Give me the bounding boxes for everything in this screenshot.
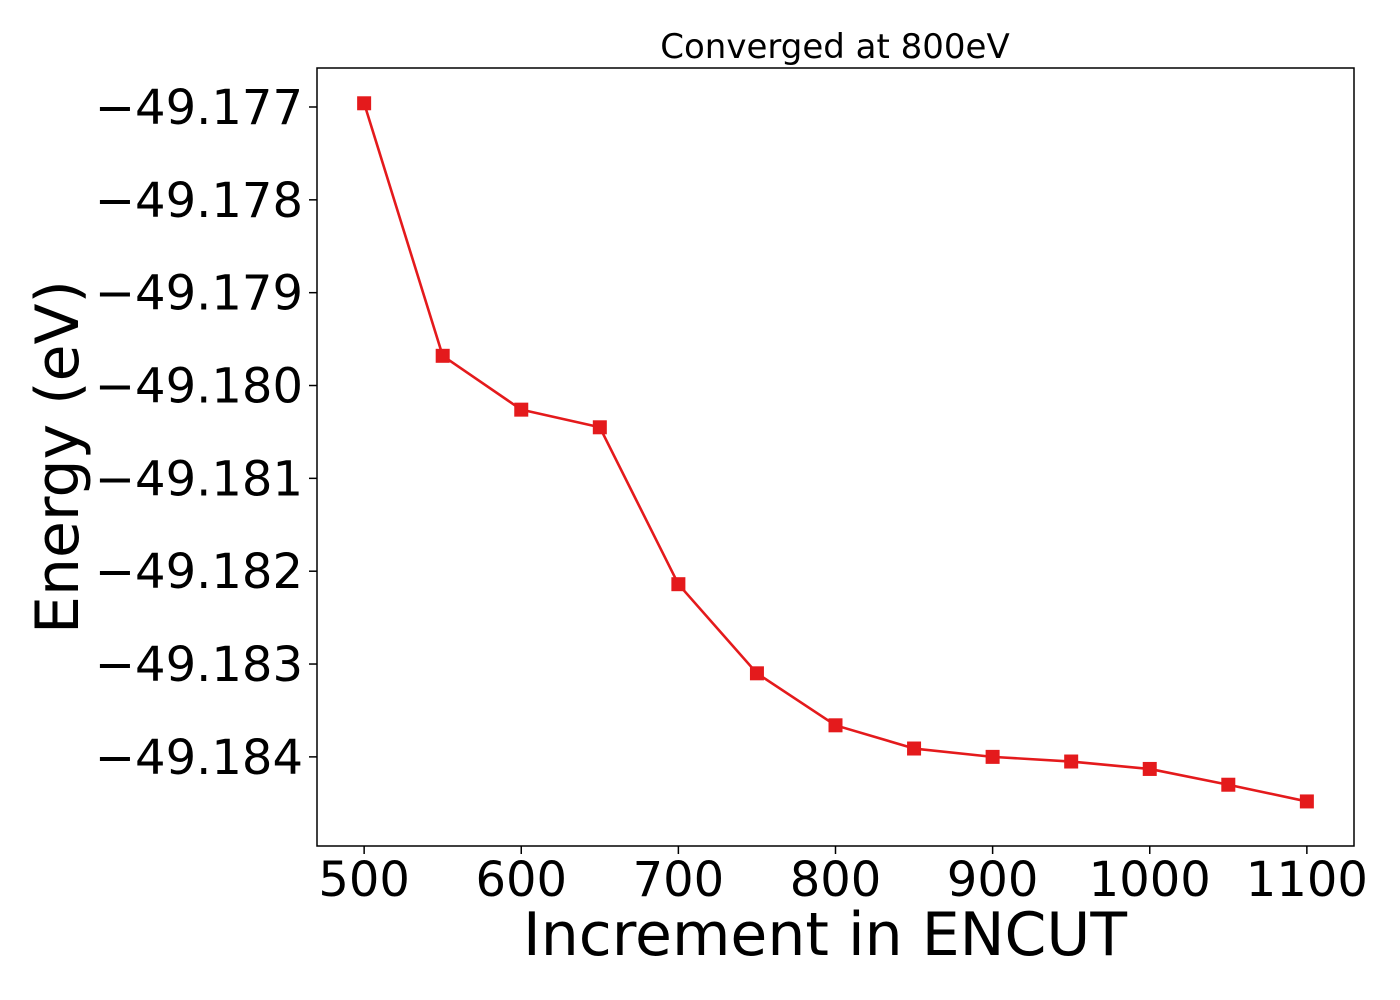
y-tick-label: −49.181 xyxy=(95,451,303,507)
data-point-marker xyxy=(749,666,764,681)
y-tick-label: −49.177 xyxy=(95,80,303,136)
y-tick-label: −49.182 xyxy=(95,544,303,600)
chart-title: Converged at 800eV xyxy=(660,27,1009,67)
y-tick-label: −49.178 xyxy=(95,173,303,229)
x-tick-label: 500 xyxy=(318,852,410,908)
data-point-marker xyxy=(1064,754,1079,769)
x-tick-label: 600 xyxy=(475,852,567,908)
y-tick-label: −49.184 xyxy=(95,730,303,786)
plot-frame xyxy=(316,67,1355,847)
data-point-marker xyxy=(828,718,843,733)
x-tick-label: 1100 xyxy=(1246,852,1368,908)
y-tick-label: −49.183 xyxy=(95,637,303,693)
y-axis-label: Energy (eV) xyxy=(23,280,93,634)
plot-layer xyxy=(357,96,1314,809)
data-point-marker xyxy=(592,420,607,435)
data-point-marker xyxy=(514,402,529,417)
y-tick-label: −49.179 xyxy=(95,266,303,322)
x-axis-label: Increment in ENCUT xyxy=(523,900,1127,970)
x-tick-label: 1000 xyxy=(1089,852,1211,908)
data-point-marker xyxy=(671,577,686,592)
x-tick-label: 800 xyxy=(790,852,882,908)
data-point-marker xyxy=(1142,761,1157,776)
data-point-marker xyxy=(1221,777,1236,792)
x-tick-label: 700 xyxy=(633,852,725,908)
ticks-layer: 500 600 700 800 900 1000 1100 −49.177 −49.178 −49… xyxy=(95,80,1368,908)
data-point-marker xyxy=(357,96,372,111)
data-point-marker xyxy=(1299,794,1314,809)
y-tick-label: −49.180 xyxy=(95,359,303,415)
data-point-marker xyxy=(907,741,922,756)
data-point-marker xyxy=(985,749,1000,764)
data-point-marker xyxy=(435,348,450,363)
x-tick-label: 900 xyxy=(947,852,1039,908)
